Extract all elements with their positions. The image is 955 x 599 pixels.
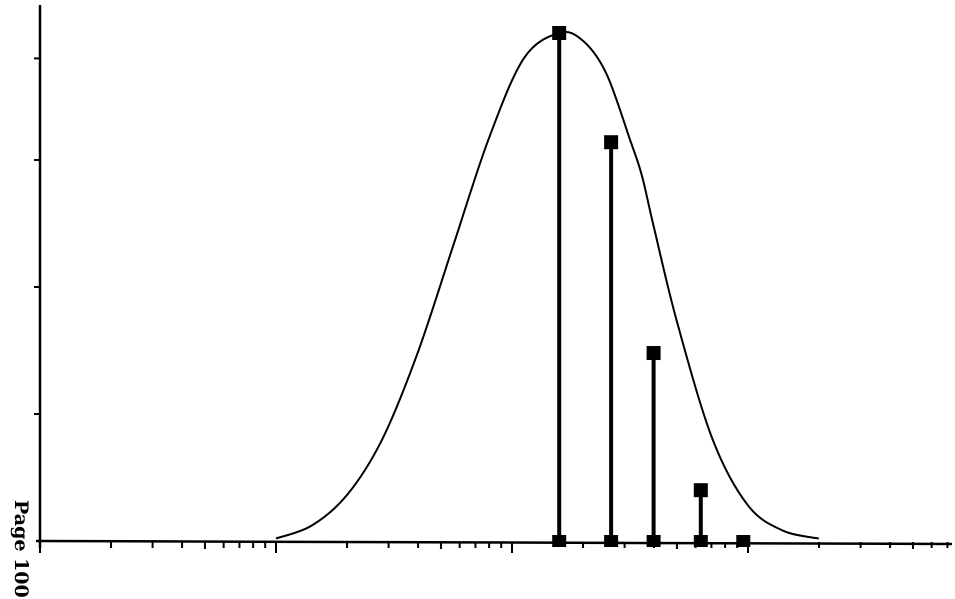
distribution-curve-layer [275,30,820,540]
stem-top-marker [604,135,619,150]
stem-top-marker [693,483,708,498]
stem-base-marker [646,535,661,547]
stem-top-marker [646,346,661,361]
stem-layer [552,26,751,547]
distribution-curve [275,30,820,540]
axes [34,5,953,553]
stem-base-marker [552,535,567,547]
stem-base-marker [693,535,708,547]
stem-base-marker [604,535,619,547]
stem-top-marker [552,26,567,40]
stem-base-marker [736,535,751,547]
page-number-label: Page 100 [10,500,32,598]
x-axis-line [35,539,953,546]
